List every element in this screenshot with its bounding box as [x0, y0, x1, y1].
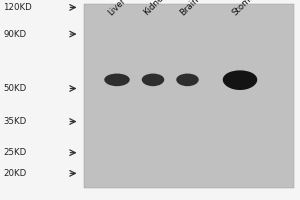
Ellipse shape [104, 74, 130, 86]
Text: Liver: Liver [106, 0, 127, 17]
Text: Brain: Brain [178, 0, 200, 17]
Ellipse shape [142, 74, 164, 86]
Bar [84, 4, 294, 188]
Text: 50KD: 50KD [3, 84, 26, 93]
Text: 35KD: 35KD [3, 117, 26, 126]
Text: 90KD: 90KD [3, 30, 26, 39]
Text: 20KD: 20KD [3, 169, 26, 178]
Text: Stomach: Stomach [231, 0, 264, 17]
Ellipse shape [223, 70, 257, 90]
Text: 25KD: 25KD [3, 148, 26, 157]
Text: Kidney: Kidney [142, 0, 169, 17]
Ellipse shape [176, 74, 199, 86]
Text: 120KD: 120KD [3, 3, 32, 12]
